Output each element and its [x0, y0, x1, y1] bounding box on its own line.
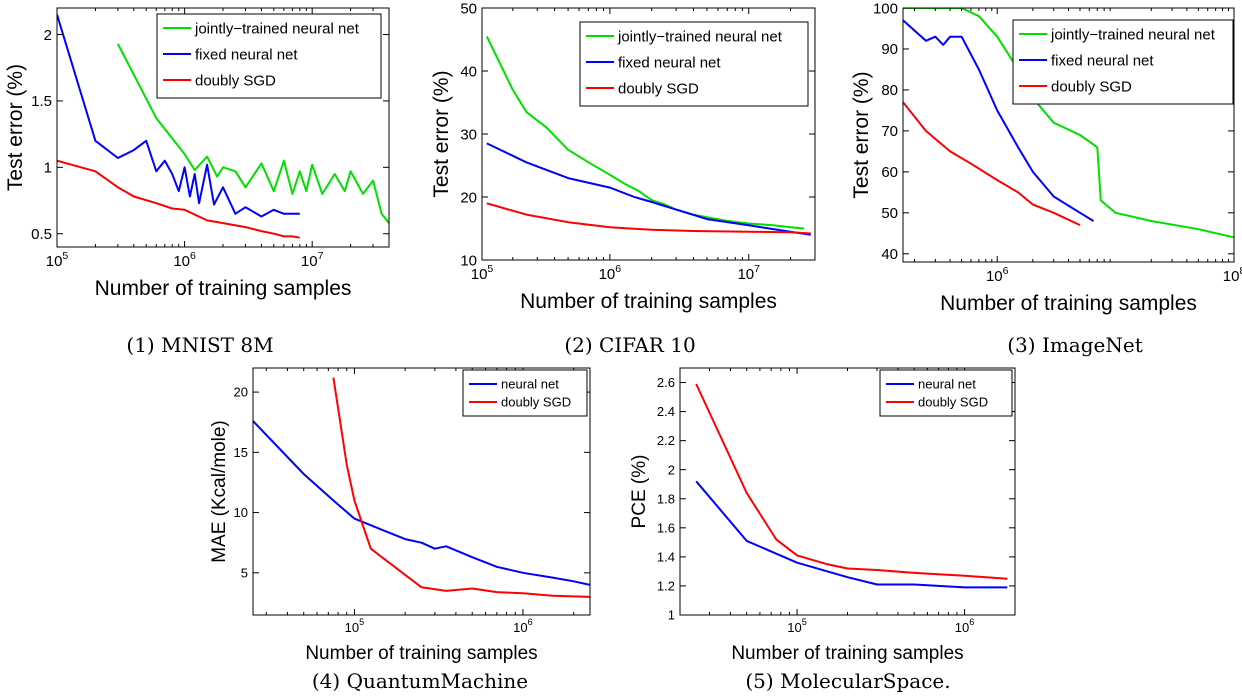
series-line-doubly-sgd [486, 202, 811, 235]
series-line-doubly-sgd [332, 377, 590, 598]
y-tick-label: 40 [460, 63, 477, 80]
y-axis-label: Test error (%) [430, 70, 453, 197]
legend: jointly−trained neural net fixed neural n… [156, 13, 382, 99]
x-tick-label: 106 [513, 617, 533, 635]
y-tick-label: 90 [881, 41, 898, 58]
y-tick-label: 5 [241, 565, 248, 580]
y-tick-label: 15 [234, 445, 248, 460]
legend-label: neural net [918, 377, 976, 392]
y-tick-label: 2 [668, 462, 675, 477]
y-tick-label: 1.5 [31, 93, 52, 110]
figure-caption: (4) QuantumMachine [312, 669, 528, 693]
x-tick-label: 106 [986, 265, 1009, 285]
y-tick-label: 80 [881, 82, 898, 99]
y-tick-label: 1 [668, 608, 675, 623]
y-tick-label: 40 [881, 246, 898, 263]
series-line-doubly-sgd [695, 383, 1008, 580]
figure-caption: (2) CIFAR 10 [564, 333, 695, 357]
x-axis-label: Number of training samples [940, 292, 1197, 315]
x-axis-label: Number of training samples [520, 290, 777, 313]
x-axis-label: Number of training samples [305, 643, 537, 664]
y-tick-label: 20 [234, 385, 248, 400]
series-line-fixed-neural-net [57, 14, 300, 218]
y-tick-label: 2.2 [657, 433, 675, 448]
y-tick-label: 2.6 [657, 375, 675, 390]
y-tick-label: 1.8 [657, 491, 675, 506]
legend-box [579, 21, 809, 107]
y-axis-label: PCE (%) [629, 455, 650, 529]
chart-p3: 106 108 40 50 60 70 80 90 100 Number of training … [850, 0, 1242, 357]
legend-label: fixed neural net [1051, 52, 1154, 69]
x-tick-label: 106 [599, 263, 622, 283]
y-tick-label: 2 [44, 27, 52, 44]
figure-caption: (3) ImageNet [1007, 333, 1143, 357]
y-tick-label: 1.2 [657, 578, 675, 593]
legend-label: doubly SGD [1051, 78, 1132, 95]
y-tick-label: 1 [44, 160, 52, 177]
y-tick-label: 60 [881, 164, 898, 181]
chart-p1: 105 106 107 0.5 1 1.5 2 Number of training samp… [4, 7, 390, 357]
series-line-neural-net [253, 420, 590, 586]
x-tick-label: 108 [1223, 265, 1242, 285]
legend-box [879, 369, 1013, 417]
x-tick-label: 106 [173, 250, 196, 270]
x-tick-label: 105 [345, 617, 365, 635]
y-tick-label: 10 [234, 505, 248, 520]
y-axis-label: MAE (Kcal/mole) [209, 420, 230, 563]
series-line-doubly-sgd [57, 159, 300, 239]
y-tick-label: 70 [881, 123, 898, 140]
figure-caption: (5) MolecularSpace. [745, 669, 950, 693]
y-tick-label: 50 [460, 0, 477, 17]
legend: jointly−trained neural net fixed neural n… [579, 21, 809, 107]
x-tick-label: 107 [301, 250, 324, 270]
legend-label: jointly−trained neural net [1050, 26, 1216, 43]
plot-frame [252, 367, 591, 616]
x-tick-label: 106 [955, 617, 975, 635]
legend-box [156, 13, 382, 99]
legend-box [1012, 19, 1234, 105]
series-line-fixed-neural-net [486, 142, 811, 236]
series-line-jointly-trained-neural-net [117, 43, 389, 224]
y-tick-label: 20 [460, 189, 477, 206]
y-tick-label: 30 [460, 126, 477, 143]
figure-caption: (1) MNIST 8M [126, 333, 273, 357]
legend-label: doubly SGD [195, 72, 276, 89]
y-tick-label: 50 [881, 205, 898, 222]
series-line-doubly-sgd [903, 101, 1081, 227]
series-line-neural-net [695, 480, 1008, 589]
x-tick-label: 105 [787, 617, 807, 635]
chart-p5: 105 106 1 1.2 1.4 1.6 1.8 2 2.2 2.4 2.6 Number of t… [629, 367, 1016, 693]
legend: jointly−trained neural net fixed neural n… [1012, 19, 1234, 105]
legend-label: jointly−trained neural net [194, 20, 360, 37]
chart-p4: 105 106 5 10 15 20 Number of training samples M… [209, 367, 591, 693]
y-axis-label: Test error (%) [4, 64, 27, 191]
y-tick-label: 1.6 [657, 520, 675, 535]
y-tick-label: 0.5 [31, 226, 52, 243]
legend: neural net doubly SGD [462, 369, 588, 417]
x-tick-label: 105 [46, 250, 69, 270]
x-tick-label: 107 [737, 263, 760, 283]
series-line-jointly-trained-neural-net [485, 35, 805, 230]
legend-box [462, 369, 588, 417]
legend-label: doubly SGD [918, 395, 988, 410]
legend-label: doubly SGD [618, 80, 699, 97]
legend-label: fixed neural net [195, 46, 298, 63]
y-axis-label: Test error (%) [850, 71, 873, 198]
x-axis-label: Number of training samples [95, 277, 352, 300]
y-tick-label: 2.4 [657, 404, 675, 419]
legend-label: neural net [501, 377, 559, 392]
y-tick-label: 1.4 [657, 549, 675, 564]
y-tick-label: 100 [873, 0, 898, 17]
legend-label: doubly SGD [501, 395, 571, 410]
legend: neural net doubly SGD [879, 369, 1013, 417]
x-axis-label: Number of training samples [731, 643, 963, 664]
series-line-fixed-neural-net [903, 19, 1095, 222]
y-tick-label: 10 [460, 252, 477, 269]
legend-label: fixed neural net [618, 54, 721, 71]
legend-label: jointly−trained neural net [617, 28, 783, 45]
series-line-jointly-trained-neural-net [903, 8, 1234, 239]
